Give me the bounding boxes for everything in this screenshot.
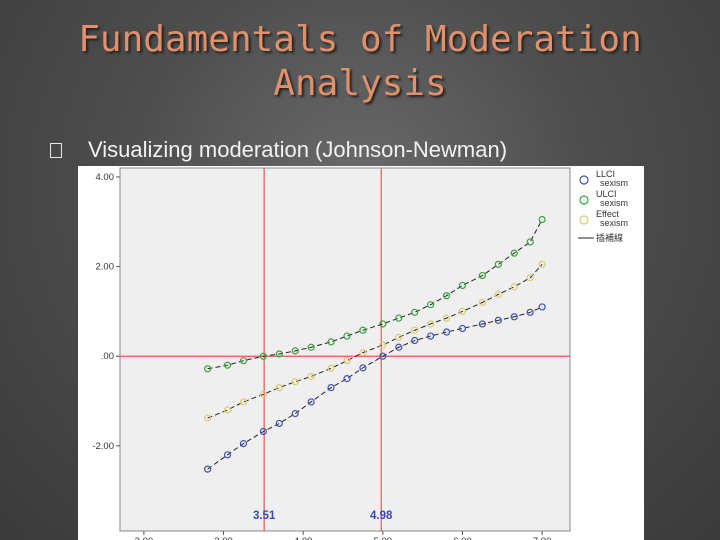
data-point [442,328,451,336]
x-tick-label: 5.00 [374,536,393,540]
reference-line-label: 3.51 [253,510,276,522]
data-point [494,290,502,298]
data-point [239,440,248,448]
data-point [478,298,486,307]
data-point [275,350,283,358]
data-point [395,314,403,322]
data-point [538,260,546,268]
data-point [307,398,315,406]
plot-area [119,167,571,532]
y-tick-label: 4.00 [96,172,115,183]
series-fit-line [207,219,543,370]
data-point [327,383,335,392]
data-point [411,326,419,334]
data-point [494,260,502,268]
legend-marker [579,175,589,185]
legend-label: sexism [600,218,628,228]
data-point [204,414,212,422]
data-point [538,215,546,224]
data-point [307,343,315,351]
bullet-item: Visualizing moderation (Johnson-Newman) [50,136,507,164]
data-point [343,332,351,340]
data-point [411,336,419,345]
data-point [223,361,232,369]
data-point [379,352,387,360]
data-point [526,274,534,282]
data-point [343,375,351,383]
data-point [259,352,267,360]
data-point [442,314,451,322]
data-point [223,451,232,459]
data-point [427,301,435,309]
data-point [395,343,403,351]
data-point [478,271,486,280]
data-point [291,347,299,355]
legend-marker [579,195,589,205]
data-point [427,332,435,340]
legend-fit-label: 插補線 [596,232,623,244]
data-point [291,378,299,386]
data-point [538,303,546,311]
moderation-chart: 2.00 3.00 4.00 5.00 6.00 7.00 4.00 2.00 .00 -2.00… [78,166,644,540]
legend-label: sexism [600,178,628,188]
data-point [275,383,283,392]
legend-marker [579,215,589,225]
slide-title: Fundamentals of Moderation Analysis [0,18,720,106]
x-tick-label: 7.00 [533,536,552,540]
data-point [204,465,212,473]
legend-label: ULCI [596,189,617,199]
data-point [510,283,518,291]
data-point [458,281,467,290]
y-tick-label: -2.00 [92,441,114,452]
bullet-text: Visualizing moderation (Johnson-Newman) [88,137,508,162]
x-tick-label: 3.00 [214,536,233,540]
data-point [379,341,387,349]
series-3 [204,260,546,422]
series-1 [204,303,546,473]
data-point [526,238,534,246]
y-tick-label: 2.00 [96,262,115,273]
data-point [510,313,518,321]
x-tick-label: 6.00 [453,536,472,540]
series-fit-line [207,306,543,470]
data-point [275,419,283,428]
data-point [239,357,248,365]
data-point [291,409,299,418]
data-point [458,307,467,316]
bullet-box-icon [50,142,62,158]
slide-title-line1: Fundamentals of Moderation [78,19,642,60]
legend-label: sexism [600,198,628,208]
data-point [510,249,518,257]
data-point [359,349,367,357]
data-point [223,406,232,414]
data-point [239,398,248,406]
data-point [411,308,419,316]
y-tick-label: .00 [101,351,114,362]
data-point [327,364,335,372]
data-point [427,320,435,328]
slide-title-line2: Analysis [273,63,447,104]
data-point [204,365,212,373]
legend-label: LLCI [596,169,615,179]
x-tick-label: 2.00 [135,536,154,540]
data-point [359,364,367,372]
data-point [458,324,467,333]
data-point [343,357,351,365]
data-point [526,308,534,316]
data-point [478,320,486,328]
data-point [379,320,387,328]
data-point [494,316,502,324]
data-point [327,338,335,346]
data-point [395,333,403,341]
data-point [307,372,315,380]
series-2 [204,215,546,373]
x-tick-label: 4.00 [294,536,313,540]
data-point [259,390,267,398]
series-fit-line [207,264,543,419]
data-point [442,292,451,300]
legend-label: Effect [596,209,619,219]
data-point [259,427,267,436]
data-point [359,326,367,334]
reference-line-label: 4.98 [370,510,393,522]
